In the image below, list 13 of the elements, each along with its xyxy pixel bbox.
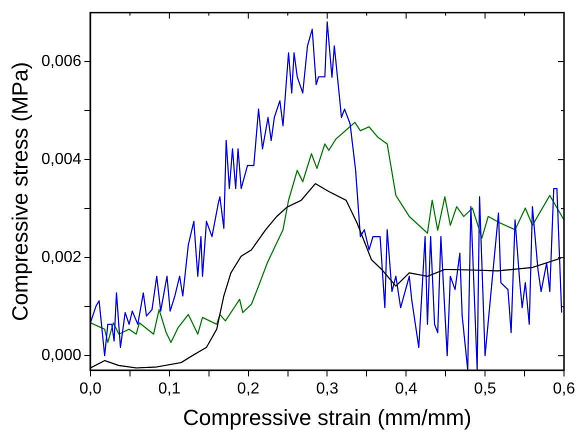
y-tick-label: 0,002 — [41, 249, 82, 266]
x-tick-label: 0,2 — [237, 380, 260, 398]
x-tick-label: 0,6 — [552, 380, 576, 398]
x-tick-label: 0,5 — [474, 380, 496, 398]
y-axis-title: Compressive stress (MPa) — [7, 62, 32, 322]
x-tick-label: 0,4 — [395, 380, 418, 398]
y-tick-label: 0,004 — [41, 151, 82, 168]
x-axis-title: Compressive strain (mm/mm) — [182, 404, 472, 430]
y-tick-label: 0,006 — [41, 53, 82, 70]
x-tick-label: 0,0 — [79, 380, 102, 398]
x-tick-label: 0,1 — [158, 380, 181, 398]
x-tick-label: 0,3 — [316, 380, 338, 398]
y-tick-label: 0,000 — [41, 347, 82, 364]
